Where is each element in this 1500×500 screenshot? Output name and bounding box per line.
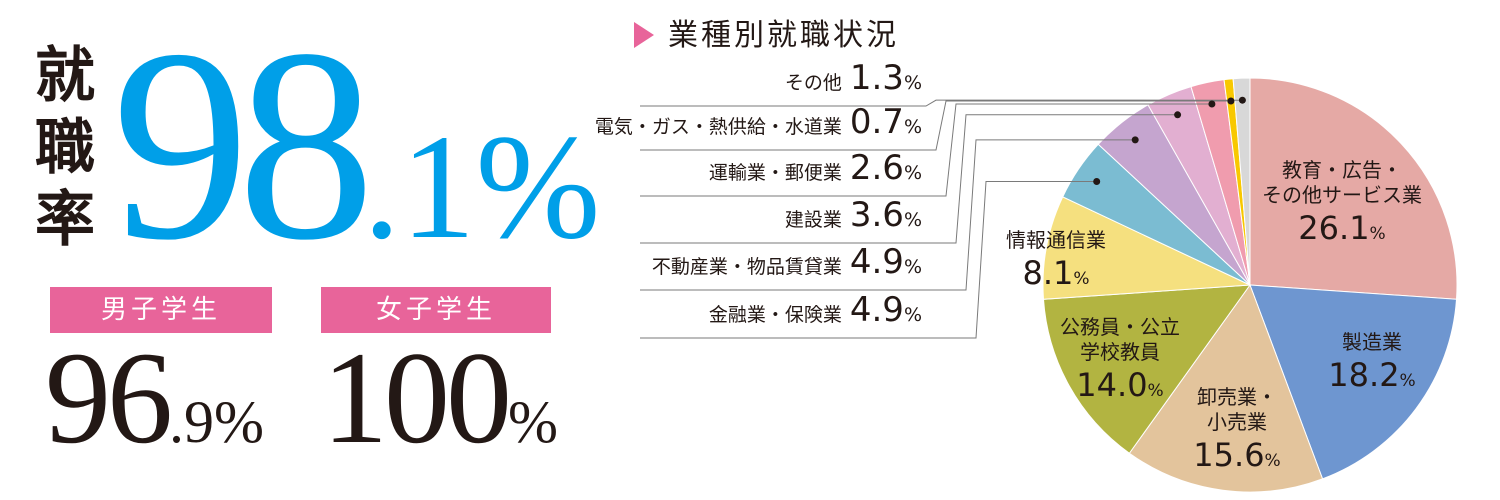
- male-rate-integer: 96: [45, 324, 173, 471]
- pie-slice-4: [1042, 196, 1252, 300]
- slice-label-name: 情報通信業: [1006, 228, 1106, 252]
- leader-dot: [1208, 100, 1216, 108]
- male-rate-percent: %: [214, 389, 264, 455]
- slice-label-percent: %: [1147, 381, 1164, 401]
- legend-item-value: 3.6: [849, 195, 904, 235]
- legend-item-name: 建設業: [784, 209, 842, 231]
- legend-item-name: 金融業・保険業: [708, 304, 842, 326]
- legend-item-name: 不動産業・物品賃貸業: [651, 256, 842, 278]
- slice-label-value: 26.1: [1298, 209, 1370, 247]
- legend-item-value: 2.6: [849, 148, 904, 188]
- legend-item-value: 4.9: [849, 242, 904, 282]
- slice-label: 卸売業・ 小売業 15.6%: [1193, 385, 1280, 475]
- employment-rate-label: 就 職 率: [30, 40, 100, 256]
- triangle-marker-icon: [634, 22, 654, 48]
- male-rate-value: 96.9%: [45, 332, 264, 464]
- female-rate-integer: 100: [322, 324, 512, 471]
- leader-dot: [1093, 178, 1101, 185]
- slice-label-percent: %: [1369, 224, 1386, 244]
- slice-label: 製造業 18.2%: [1328, 330, 1415, 395]
- legend-item-建設業: 建設業 3.6%: [785, 195, 922, 235]
- leader-line: [640, 114, 1178, 244]
- rate-label-char: 率: [35, 185, 95, 255]
- male-rate-decimal: .9: [169, 389, 214, 455]
- slice-label-name: 製造業: [1342, 330, 1402, 354]
- rate-value-integer: 98: [112, 0, 375, 297]
- female-students-badge: 女子学生: [321, 287, 551, 333]
- legend-item-percent: %: [903, 116, 922, 138]
- slice-label: 教育・広告・ その他サービス業 26.1%: [1262, 158, 1422, 248]
- slice-label-name: その他サービス業: [1262, 183, 1422, 207]
- slice-label-name: 学校教員: [1080, 340, 1160, 364]
- legend-item-運輸業郵便業: 運輸業・郵便業 2.6%: [709, 148, 922, 188]
- slice-label: 公務員・公立 学校教員 14.0%: [1060, 315, 1180, 405]
- legend-item-value: 4.9: [849, 290, 904, 330]
- female-rate-percent: %: [508, 389, 558, 455]
- employment-rate-value: 98.1%: [112, 8, 600, 283]
- slice-label-percent: %: [1073, 269, 1090, 289]
- slice-label-name: 卸売業・: [1197, 385, 1277, 409]
- leader-dot: [1174, 111, 1182, 119]
- legend-item-value: 0.7: [849, 102, 904, 142]
- legend-item-name: 運輸業・郵便業: [708, 162, 842, 184]
- pie-slice-2: [1128, 283, 1324, 493]
- slice-label-name: 小売業: [1207, 410, 1267, 434]
- leader-dot: [1227, 97, 1235, 105]
- female-rate-value: 100%: [322, 332, 558, 464]
- slice-label-value: 18.2: [1328, 356, 1400, 394]
- male-students-badge: 男子学生: [50, 287, 272, 333]
- legend-item-name: 電気・ガス・熱供給・水道業: [594, 116, 842, 138]
- slice-label-percent: %: [1264, 451, 1281, 471]
- chart-title-text: 業種別就職状況: [668, 18, 899, 53]
- rate-label-char: 就: [35, 41, 95, 111]
- leader-line: [640, 180, 1097, 339]
- leader-dot: [1238, 96, 1246, 104]
- legend-item-percent: %: [903, 72, 922, 94]
- rate-label-char: 職: [35, 113, 95, 183]
- slice-label-percent: %: [1399, 371, 1416, 391]
- leader-line: [640, 100, 1231, 151]
- legend-item-percent: %: [903, 209, 922, 231]
- pie-slice-0: [1249, 77, 1458, 300]
- pie-slice-10: [1232, 77, 1251, 286]
- leader-line: [640, 99, 1243, 107]
- slice-label-value: 8.1: [1022, 254, 1074, 292]
- slice-label: 情報通信業 8.1%: [1006, 228, 1106, 293]
- legend-item-不動産業物品賃貸業: 不動産業・物品賃貸業 4.9%: [652, 242, 922, 282]
- slice-label-value: 14.0: [1076, 366, 1148, 404]
- legend-item-percent: %: [903, 162, 922, 184]
- legend-item-その他: その他 1.3%: [785, 58, 922, 98]
- pie-slice-3: [1042, 284, 1252, 454]
- leader-dot: [1131, 136, 1139, 144]
- slice-label-name: 教育・広告・: [1282, 158, 1402, 182]
- legend-item-value: 1.3: [849, 58, 904, 98]
- rate-percent-sign: %: [475, 104, 601, 270]
- leader-line: [640, 103, 1212, 197]
- rate-value-decimal: .1: [363, 104, 476, 270]
- legend-item-電気ガス熱供給水道業: 電気・ガス・熱供給・水道業 0.7%: [595, 102, 922, 142]
- legend-item-name: その他: [784, 72, 842, 94]
- slice-label-value: 15.6: [1193, 436, 1265, 474]
- legend-item-金融業保険業: 金融業・保険業 4.9%: [709, 290, 922, 330]
- slice-label-name: 公務員・公立: [1060, 315, 1180, 339]
- legend-item-percent: %: [903, 304, 922, 326]
- pie-slice-1: [1249, 284, 1458, 480]
- legend-item-percent: %: [903, 256, 922, 278]
- chart-title: 業種別就職状況: [634, 10, 899, 54]
- leader-line: [640, 139, 1136, 291]
